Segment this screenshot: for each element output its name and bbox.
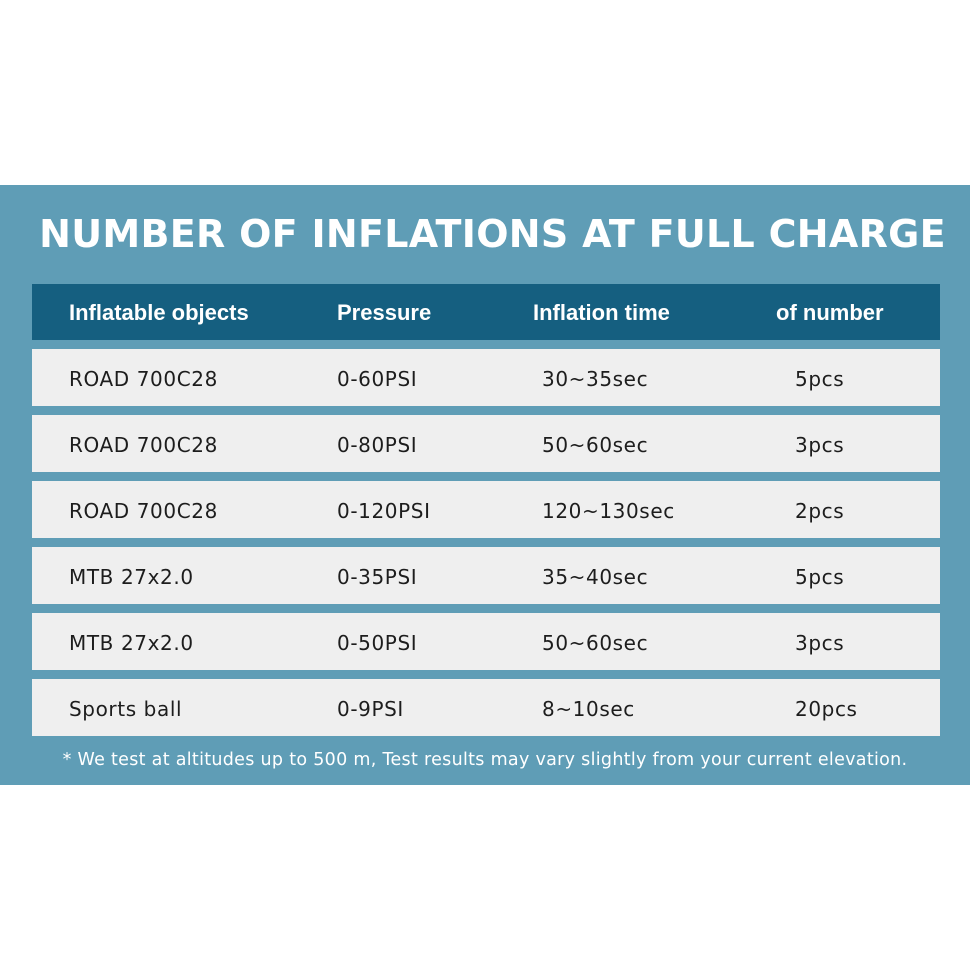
table-row: Sports ball 0-9PSI 8~10sec 20pcs xyxy=(32,679,940,736)
cell-number: 20pcs xyxy=(795,697,858,721)
table-row: MTB 27x2.0 0-35PSI 35~40sec 5pcs xyxy=(32,547,940,604)
header-of-number: of number xyxy=(776,300,884,325)
cell-number: 2pcs xyxy=(795,499,845,523)
header-pressure: Pressure xyxy=(337,300,432,325)
cell-time: 50~60sec xyxy=(542,433,649,457)
cell-number: 5pcs xyxy=(795,367,845,391)
cell-time: 120~130sec xyxy=(542,499,675,523)
table-header: Inflatable objects Pressure Inflation ti… xyxy=(32,284,940,340)
cell-number: 3pcs xyxy=(795,433,845,457)
cell-object: ROAD 700C28 xyxy=(69,499,218,523)
table-row: ROAD 700C28 0-60PSI 30~35sec 5pcs xyxy=(32,349,940,406)
header-inflatable-objects: Inflatable objects xyxy=(69,300,249,325)
table-row: ROAD 700C28 0-80PSI 50~60sec 3pcs xyxy=(32,415,940,472)
cell-pressure: 0-80PSI xyxy=(337,433,418,457)
table-row: MTB 27x2.0 0-50PSI 50~60sec 3pcs xyxy=(32,613,940,670)
cell-pressure: 0-35PSI xyxy=(337,565,418,589)
cell-time: 50~60sec xyxy=(542,631,649,655)
cell-time: 8~10sec xyxy=(542,697,635,721)
cell-pressure: 0-50PSI xyxy=(337,631,418,655)
cell-time: 30~35sec xyxy=(542,367,649,391)
page-title: NUMBER OF INFLATIONS AT FULL CHARGE xyxy=(39,212,946,256)
cell-time: 35~40sec xyxy=(542,565,649,589)
cell-object: MTB 27x2.0 xyxy=(69,631,194,655)
cell-object: Sports ball xyxy=(69,697,183,721)
cell-object: ROAD 700C28 xyxy=(69,433,218,457)
cell-pressure: 0-9PSI xyxy=(337,697,404,721)
table-row: ROAD 700C28 0-120PSI 120~130sec 2pcs xyxy=(32,481,940,538)
cell-number: 3pcs xyxy=(795,631,845,655)
cell-number: 5pcs xyxy=(795,565,845,589)
cell-pressure: 0-60PSI xyxy=(337,367,418,391)
footnote: * We test at altitudes up to 500 m, Test… xyxy=(62,750,908,770)
cell-object: ROAD 700C28 xyxy=(69,367,218,391)
header-inflation-time: Inflation time xyxy=(533,300,670,325)
cell-object: MTB 27x2.0 xyxy=(69,565,194,589)
cell-pressure: 0-120PSI xyxy=(337,499,431,523)
